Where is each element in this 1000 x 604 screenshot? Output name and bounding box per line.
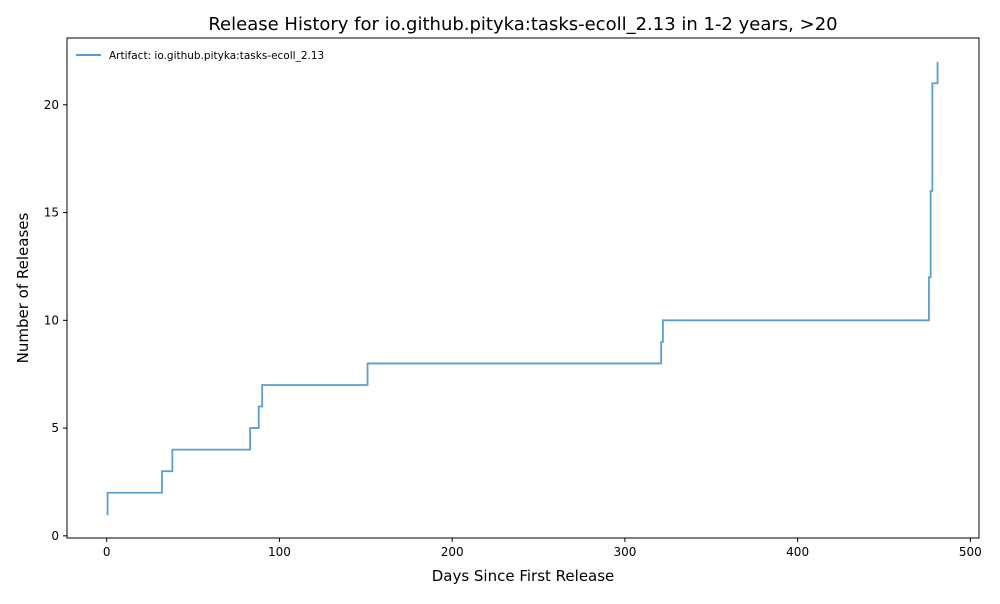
legend-entry: Artifact: io.github.pityka:tasks-ecoll_2… <box>109 50 324 62</box>
x-tick-label: 400 <box>786 545 809 559</box>
chart-title: Release History for io.github.pityka:tas… <box>208 14 837 35</box>
y-tick-label: 15 <box>44 206 59 220</box>
x-tick-label: 200 <box>441 545 464 559</box>
series-layer <box>106 61 939 516</box>
x-tick-label: 300 <box>613 545 636 559</box>
x-tick-label: 500 <box>959 545 982 559</box>
plot-area <box>66 37 980 539</box>
legend: Artifact: io.github.pityka:tasks-ecoll_2… <box>76 50 324 62</box>
y-tick-label: 0 <box>51 529 59 543</box>
x-axis-ticks: 0 100 200 300 400 500 <box>103 538 982 559</box>
y-axis-label: Number of Releases <box>14 212 32 363</box>
y-tick-label: 10 <box>44 313 59 327</box>
x-axis-label: Days Since First Release <box>432 567 615 585</box>
series-line <box>106 61 939 516</box>
x-tick-label: 0 <box>103 545 111 559</box>
y-tick-label: 20 <box>44 98 59 112</box>
x-tick-label: 100 <box>268 545 291 559</box>
y-tick-label: 5 <box>51 421 59 435</box>
y-axis-ticks: 0 5 10 15 20 <box>44 98 67 543</box>
